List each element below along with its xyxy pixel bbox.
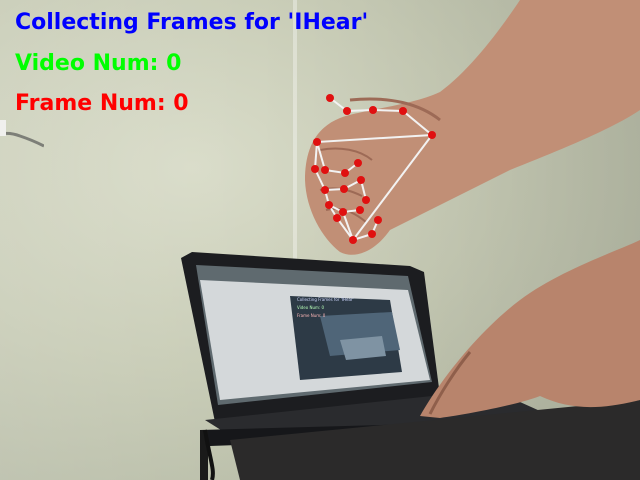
- landmark-point: [374, 216, 382, 224]
- landmark-point: [428, 131, 436, 139]
- landmark-point: [368, 230, 376, 238]
- landmark-point: [333, 214, 341, 222]
- video-number-label: Video Num: 0: [15, 51, 182, 76]
- raised-hand: [305, 0, 640, 255]
- collection-title: Collecting Frames for 'IHear': [15, 10, 369, 35]
- landmark-point: [349, 236, 357, 244]
- laptop-mini-title: Collecting Frames for 'IHear': [297, 297, 354, 302]
- landmark-point: [321, 186, 329, 194]
- pointing-hand: [420, 240, 640, 418]
- hand-landmark-skeleton: [311, 94, 436, 244]
- landmark-point: [399, 107, 407, 115]
- laptop-cable: [203, 429, 215, 480]
- landmark-point: [321, 166, 329, 174]
- landmark-point: [369, 106, 377, 114]
- wall-edge: [293, 0, 297, 260]
- landmark-point: [357, 176, 365, 184]
- landmark-point: [326, 94, 334, 102]
- laptop-mini-video: Video Num: 0: [297, 305, 325, 310]
- landmark-point: [362, 196, 370, 204]
- wall-hook: [0, 120, 44, 148]
- landmark-point: [340, 185, 348, 193]
- landmark-point: [339, 208, 347, 216]
- laptop-mini-frame: Frame Num: 0: [297, 313, 326, 318]
- table-surface: [230, 400, 640, 480]
- landmark-point: [354, 159, 362, 167]
- landmark-point: [343, 107, 351, 115]
- landmark-point: [311, 165, 319, 173]
- landmark-point: [341, 169, 349, 177]
- landmark-point: [356, 206, 364, 214]
- landmark-points: [311, 94, 436, 244]
- landmark-point: [325, 201, 333, 209]
- landmark-point: [313, 138, 321, 146]
- frame-number-label: Frame Num: 0: [15, 91, 189, 116]
